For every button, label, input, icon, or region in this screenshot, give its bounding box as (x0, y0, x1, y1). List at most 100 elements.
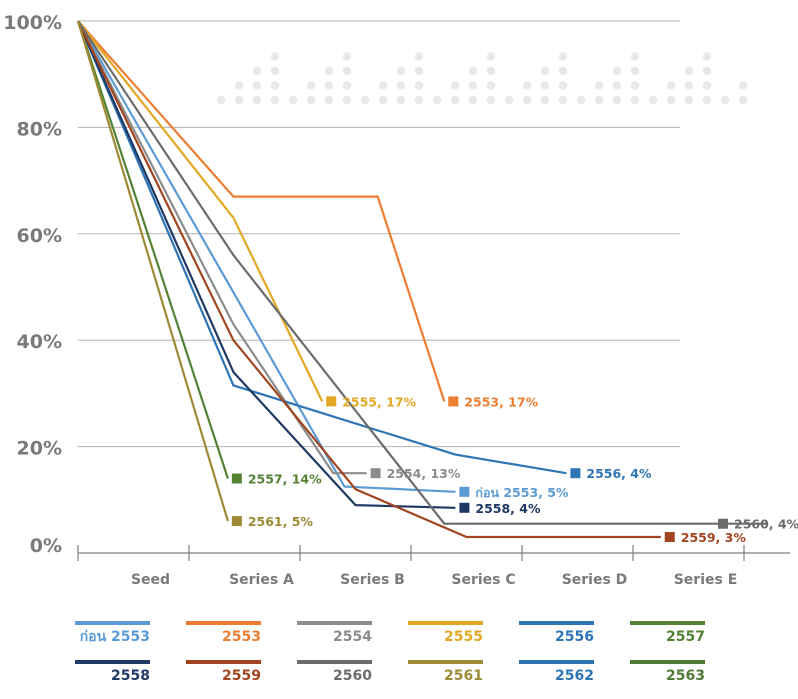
pattern-dot (630, 52, 640, 61)
series-line-2559 (77, 20, 661, 539)
pattern-dot (468, 95, 478, 105)
pattern-dot (486, 81, 496, 90)
legend-label: 2562 (555, 668, 594, 684)
pattern-dot (414, 95, 424, 105)
x-tick-label: Series E (674, 572, 738, 588)
pattern-dot (684, 95, 694, 105)
legend-item-2554: 2554 (297, 621, 372, 645)
legend-label: 2555 (444, 629, 483, 645)
data-label-marker (718, 518, 728, 529)
legend-item-2563: 2563 (630, 660, 705, 684)
pattern-dot (342, 95, 352, 105)
pattern-dot (630, 66, 640, 76)
legend-item-2561: 2561 (408, 660, 483, 684)
legend-label: 2559 (222, 668, 261, 684)
pattern-dot (540, 95, 550, 105)
legend-item-2559: 2559 (186, 660, 261, 684)
data-label: 2560, 4% (734, 517, 798, 532)
pattern-dot (612, 66, 622, 76)
data-label-marker (448, 396, 459, 407)
data-label-marker (326, 396, 337, 407)
decorative-dot-pattern (216, 52, 748, 105)
legend-swatch (630, 660, 705, 664)
legend-item-2556: 2556 (519, 621, 594, 645)
pattern-dot (720, 95, 730, 105)
pattern-dot (612, 81, 622, 90)
pattern-dot (486, 52, 496, 61)
pattern-dot (702, 95, 712, 105)
pattern-dot (450, 95, 460, 105)
data-label-marker (664, 532, 675, 543)
x-tick-label: Series D (562, 572, 628, 588)
series-line-2560 (77, 20, 767, 525)
pattern-dot (270, 81, 280, 90)
pattern-dot (396, 81, 406, 90)
data-label: 2554, 13% (387, 466, 461, 481)
pattern-dot (306, 95, 316, 105)
pattern-dot (342, 66, 352, 76)
pattern-dot (414, 66, 424, 76)
data-label-marker (570, 468, 581, 479)
pattern-dot (270, 52, 280, 61)
series-line-2555 (77, 20, 324, 402)
x-tick-label: Seed (131, 572, 170, 588)
pattern-dot (648, 95, 658, 105)
x-axis: Seed Series A Series B Series C Series D Seri… (77, 545, 790, 588)
pattern-dot (666, 95, 676, 105)
pattern-dot (522, 95, 532, 105)
series-line-2554 (77, 20, 367, 475)
legend-label: 2556 (555, 629, 594, 645)
legend-swatch (75, 621, 150, 625)
pattern-dot (396, 66, 406, 76)
data-label: 2561, 5% (248, 514, 314, 529)
pattern-dot (630, 81, 640, 90)
pattern-dot (342, 81, 352, 90)
pattern-dot (378, 81, 388, 90)
series-line-2553 (77, 20, 456, 493)
pattern-dot (702, 52, 712, 61)
pattern-dot (738, 81, 748, 90)
pattern-dot (342, 52, 352, 61)
series-line-2553 (77, 20, 446, 402)
pattern-dot (396, 95, 406, 105)
legend-swatch (630, 621, 705, 625)
legend-item-2562: 2562 (519, 660, 594, 684)
legend-label: 2560 (333, 668, 372, 684)
pattern-dot (324, 66, 334, 76)
legend-swatch (297, 660, 372, 664)
pattern-dot (450, 81, 460, 90)
data-label-marker (231, 516, 242, 527)
y-tick-label: 40% (17, 331, 62, 353)
legend-item-2553: 2553 (186, 621, 261, 645)
data-label: 2557, 14% (248, 472, 322, 487)
legend-item-2553: ก่อน 2553 (75, 621, 150, 645)
legend-item-2560: 2560 (297, 660, 372, 684)
pattern-dot (324, 81, 334, 90)
pattern-dot (558, 52, 568, 61)
data-label: 2558, 4% (475, 501, 541, 516)
data-label: 2553, 17% (464, 394, 538, 409)
pattern-dot (306, 81, 316, 90)
pattern-dot (594, 95, 604, 105)
pattern-dot (270, 66, 280, 76)
pattern-dot (252, 95, 262, 105)
pattern-dot (558, 66, 568, 76)
pattern-dot (666, 81, 676, 90)
legend-swatch (186, 660, 261, 664)
y-tick-label: 60% (17, 225, 62, 247)
x-tick-label: Series C (451, 572, 515, 588)
series-line-2558 (76, 20, 456, 509)
pattern-dot (684, 81, 694, 90)
pattern-dot (630, 95, 640, 105)
data-label: ก่อน 2553, 5% (475, 485, 569, 500)
x-tick-label: Series A (229, 572, 294, 588)
pattern-dot (540, 81, 550, 90)
pattern-dot (684, 66, 694, 76)
legend-swatch (408, 621, 483, 625)
data-label: 2555, 17% (342, 394, 416, 409)
pattern-dot (270, 95, 280, 105)
data-label-marker (459, 502, 470, 513)
pattern-dot (504, 95, 514, 105)
legend-item-2558: 2558 (75, 660, 150, 684)
